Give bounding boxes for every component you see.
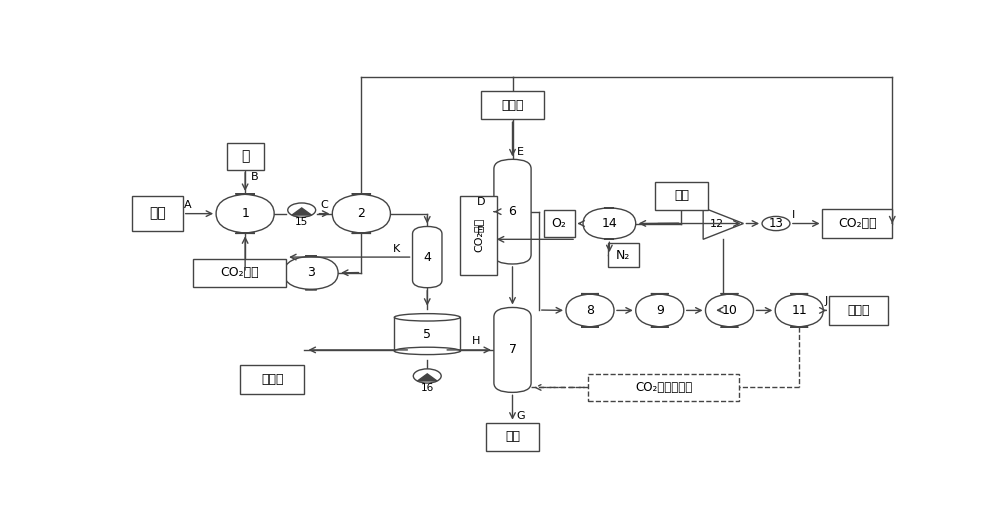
Text: CO₂产品: CO₂产品 [838,217,877,230]
FancyBboxPatch shape [494,307,531,392]
Ellipse shape [394,313,460,321]
FancyBboxPatch shape [413,226,442,288]
Text: 9: 9 [656,304,664,317]
Bar [193,259,286,287]
Text: 4: 4 [423,250,431,264]
Text: 5: 5 [423,328,431,341]
Bar [394,318,460,351]
Text: B: B [251,172,258,182]
Bar [655,182,708,210]
Text: 12: 12 [710,219,724,228]
Text: 7: 7 [509,343,516,357]
Polygon shape [417,374,437,381]
Text: 水蕉汽: 水蕉汽 [501,98,524,111]
Text: K: K [393,244,400,254]
Text: CO₂循环激冷气: CO₂循环激冷气 [635,381,692,394]
Polygon shape [292,208,311,215]
Circle shape [288,203,316,217]
Text: 煎粉: 煎粉 [149,207,166,221]
Text: C: C [321,200,328,210]
Bar [481,91,544,119]
FancyBboxPatch shape [636,293,684,327]
FancyBboxPatch shape [566,293,614,327]
Bar [608,243,639,267]
Text: F: F [477,226,483,236]
Bar [544,210,574,237]
Text: CO₂煤浆: CO₂煤浆 [473,218,483,252]
Text: N₂: N₂ [616,249,631,262]
Bar [588,373,739,401]
FancyBboxPatch shape [775,293,823,327]
Polygon shape [703,208,743,240]
Text: 水蕉汽: 水蕉汽 [261,373,284,386]
Text: O₂: O₂ [552,217,566,230]
Text: H: H [472,336,481,346]
Bar [227,143,264,170]
Text: 6: 6 [509,205,516,218]
Bar [486,423,539,451]
Text: CO₂泡沫: CO₂泡沫 [220,266,259,280]
Text: I: I [792,210,795,220]
Bar [240,365,304,394]
Text: E: E [516,147,523,157]
Text: 合成气: 合成气 [848,304,870,317]
Text: A: A [184,200,192,210]
Text: 16: 16 [421,383,434,393]
Text: 1: 1 [241,207,249,220]
Text: 11: 11 [791,304,807,317]
FancyBboxPatch shape [583,208,636,240]
Text: G: G [516,410,525,421]
Text: 14: 14 [602,217,617,230]
Circle shape [762,216,790,231]
Bar [132,196,183,231]
Text: J: J [825,297,828,306]
Text: 8: 8 [586,304,594,317]
Text: D: D [477,197,485,207]
FancyBboxPatch shape [216,194,274,233]
Ellipse shape [394,347,460,354]
Circle shape [413,369,441,383]
Text: 空气: 空气 [674,189,689,202]
Bar [460,196,497,275]
Text: 灰渣: 灰渣 [505,430,520,443]
Text: 2: 2 [357,207,365,220]
FancyBboxPatch shape [332,194,390,233]
Bar [829,296,888,325]
Text: 15: 15 [295,217,308,227]
Bar [822,209,892,238]
Text: 10: 10 [722,304,737,317]
Text: 水: 水 [241,149,249,163]
FancyBboxPatch shape [494,160,531,264]
FancyBboxPatch shape [284,256,338,290]
Text: 3: 3 [307,266,315,280]
FancyBboxPatch shape [705,293,754,327]
Text: 13: 13 [769,217,783,230]
